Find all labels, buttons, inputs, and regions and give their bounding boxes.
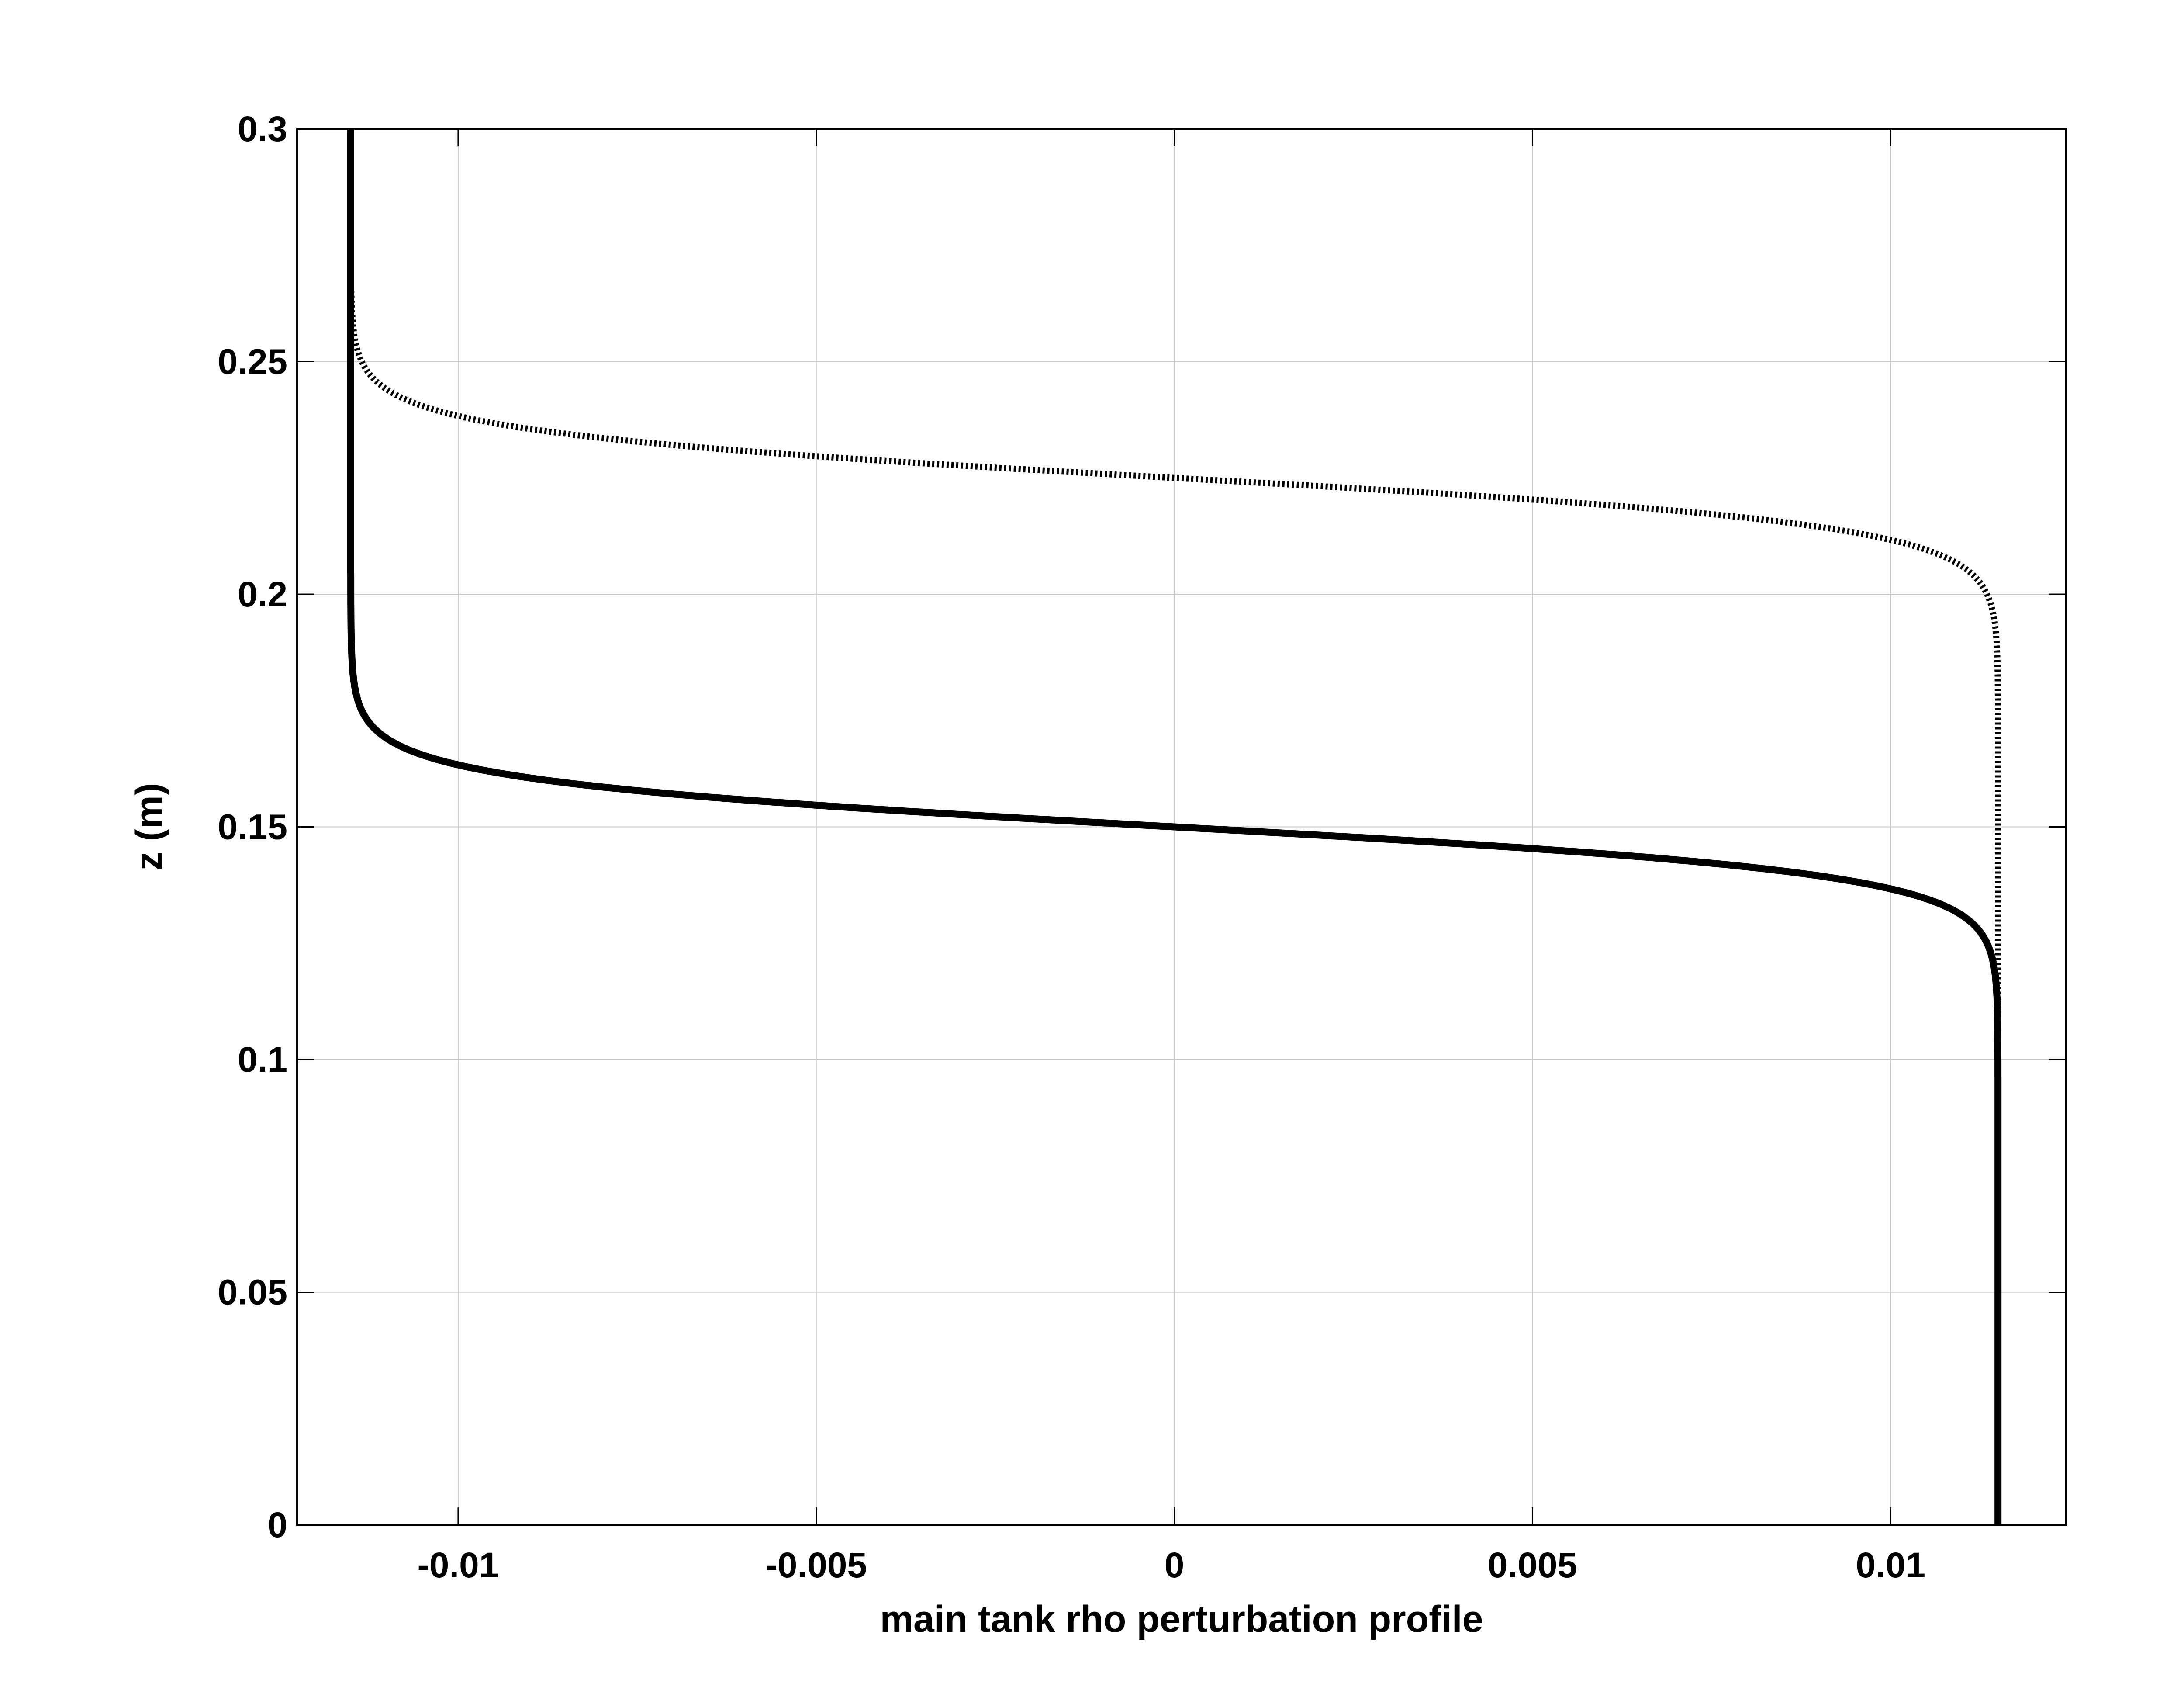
- y-tick-label: 0.15: [218, 807, 287, 847]
- y-tick-label: 0.2: [238, 575, 287, 614]
- plot-area-frame: [296, 128, 2067, 1526]
- y-tick-label: 0.3: [238, 109, 287, 149]
- x-tick-label: 0: [1165, 1545, 1185, 1585]
- y-tick-label: 0.05: [218, 1273, 287, 1313]
- series-line-solid: [347, 128, 2002, 1526]
- x-axis-label: main tank rho perturbation profile: [880, 1598, 1483, 1640]
- y-axis-label: z (m): [128, 783, 170, 871]
- y-tick-label: 0.25: [218, 342, 287, 382]
- series-layer: [347, 127, 2002, 1526]
- y-tick-label: 0.1: [238, 1040, 287, 1080]
- x-tick-label: -0.005: [766, 1545, 867, 1585]
- x-tick-label: 0.01: [1856, 1545, 1925, 1585]
- x-tick-label: -0.01: [417, 1545, 499, 1585]
- x-tick-label: 0.005: [1488, 1545, 1577, 1585]
- y-tick-label: 0: [267, 1505, 287, 1545]
- tick-labels: -0.01 -0.005 0 0.005 0.01 0 0.05 0.1 0.15 0.2 0.25…: [218, 109, 1925, 1585]
